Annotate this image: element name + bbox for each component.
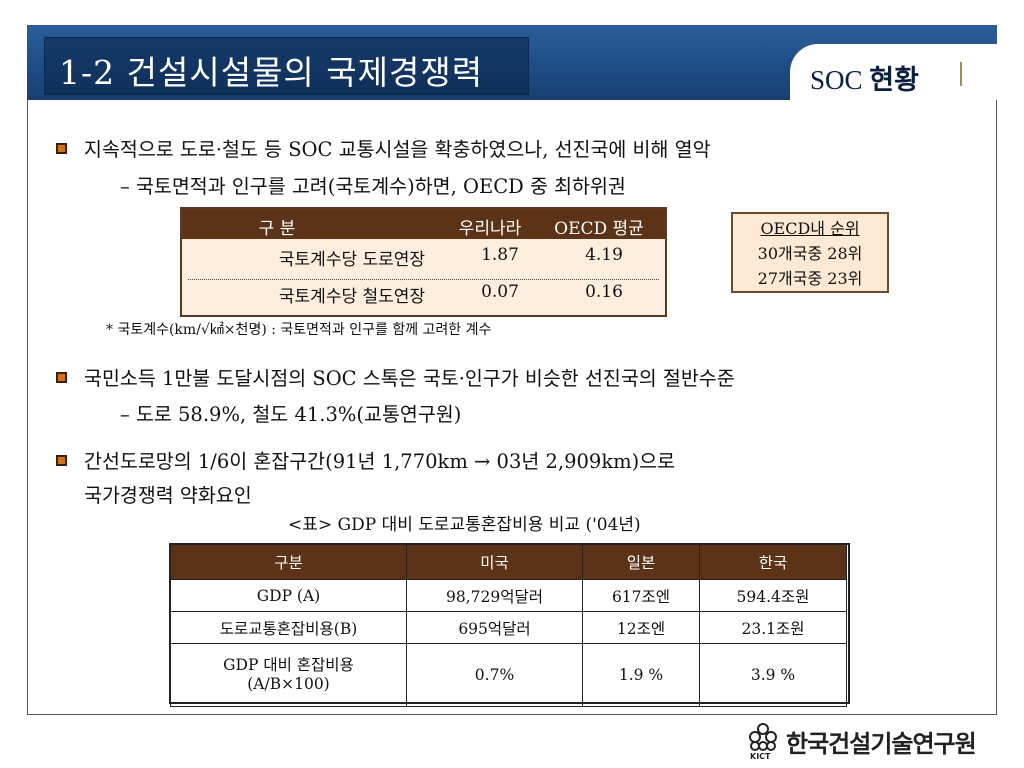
bullet-text-3b: 국가경쟁력 약화요인 [84,484,252,507]
page-title: 1-2 건설시설물의 국제경쟁력 [59,53,484,92]
table-row: GDP 대비 혼잡비용 (A/B×100) 0.7% 1.9 % 3.9 % [170,643,847,707]
footnote: * 국토계수(km/√㎢×천명) : 국토면적과 인구를 함께 고려한 계수 [106,322,492,338]
road-rail-table-header: 구 분 우리나라 OECD 평균 [182,209,665,239]
section-tab: SOC 현황 [790,44,997,100]
header-usa: 미국 [406,544,583,580]
mini-row-rail-label: 국토계수당 철도연장 [278,287,426,307]
title-box: 1-2 건설시설물의 국제경쟁력 [45,38,528,94]
mini-row-road-label: 국토계수당 도로연장 [278,250,426,270]
mini-header-korea: 우리나라 [458,219,522,239]
row-ratio-label-line2: (A/B×100) [247,675,330,693]
mini-row-rail-korea: 0.07 [481,282,519,302]
row-cost-usa: 695억달러 [406,611,583,644]
row-ratio-label-line1: GDP 대비 혼잡비용 [223,656,354,675]
bullet-text-3: 간선도로망의 1/6이 혼잡구간(91년 1,770km → 03년 2,909… [84,450,676,473]
bullet-text-1: 지속적으로 도로·철도 등 SOC 교통시설을 확충하였으나, 선진국에 비해 … [84,138,711,161]
table-caption: <표> GDP 대비 도로교통혼잡비용 비교 ('04년) [288,515,641,535]
section-label: SOC 현황 [810,58,919,97]
row-ratio-korea: 3.9 % [699,643,847,707]
row-cost-japan: 12조엔 [582,611,700,644]
logo-name: 한국건설기술연구원 [786,730,977,758]
section-prefix: SOC [810,65,870,95]
row-gdp-usa: 98,729억달러 [406,579,583,612]
section-bold: 현황 [869,65,919,95]
row-gdp-japan: 617조엔 [582,579,700,612]
content-frame [27,100,997,715]
row-gdp-label: GDP (A) [170,579,407,612]
mini-row-divider [188,279,659,280]
congestion-cost-table: 구분 미국 일본 한국 GDP (A) 98,729억달러 617조엔 594.… [170,544,847,707]
mini-header-oecd: OECD 평균 [554,219,644,239]
header-category: 구분 [170,544,407,580]
rank-rail: 27개국중 23위 [757,269,863,288]
mini-header-category: 구 분 [258,219,296,239]
kict-emblem-icon [749,723,777,751]
header-korea: 한국 [699,544,847,580]
rank-title: OECD내 순위 [760,219,860,238]
bullet-marker-3 [56,455,67,466]
section-divider [960,62,962,86]
mini-row-road-korea: 1.87 [481,245,519,265]
table-header-row: 구분 미국 일본 한국 [170,544,847,580]
bullet-text-2: 국민소득 1만불 도달시점의 SOC 스톡은 국토·인구가 비슷한 선진국의 절… [84,367,735,390]
row-ratio-usa: 0.7% [406,643,583,707]
bullet-sub-2: – 도로 58.9%, 철도 41.3%(교통연구원) [120,403,462,426]
row-ratio-label: GDP 대비 혼잡비용 (A/B×100) [170,643,407,707]
table-row: GDP (A) 98,729억달러 617조엔 594.4조원 [170,579,847,612]
kict-logo: KICT 한국건설기술연구원 [746,722,1006,762]
bullet-marker-2 [56,372,67,383]
header-japan: 일본 [582,544,700,580]
row-ratio-japan: 1.9 % [582,643,700,707]
oecd-rank-box: OECD내 순위 30개국중 28위 27개국중 23위 [731,212,889,293]
bullet-marker-1 [56,143,67,154]
rank-road: 30개국중 28위 [757,244,863,263]
road-rail-table: 구 분 우리나라 OECD 평균 국토계수당 도로연장 1.87 4.19 국토… [180,207,667,317]
mini-row-road-oecd: 4.19 [585,245,623,265]
table-row: 도로교통혼잡비용(B) 695억달러 12조엔 23.1조원 [170,611,847,644]
row-cost-label: 도로교통혼잡비용(B) [170,611,407,644]
row-cost-korea: 23.1조원 [699,611,847,644]
row-gdp-korea: 594.4조원 [699,579,847,612]
bullet-sub-1: – 국토면적과 인구를 고려(국토계수)하면, OECD 중 최하위권 [120,175,626,198]
logo-abbr: KICT [750,752,771,761]
mini-row-rail-oecd: 0.16 [585,282,623,302]
